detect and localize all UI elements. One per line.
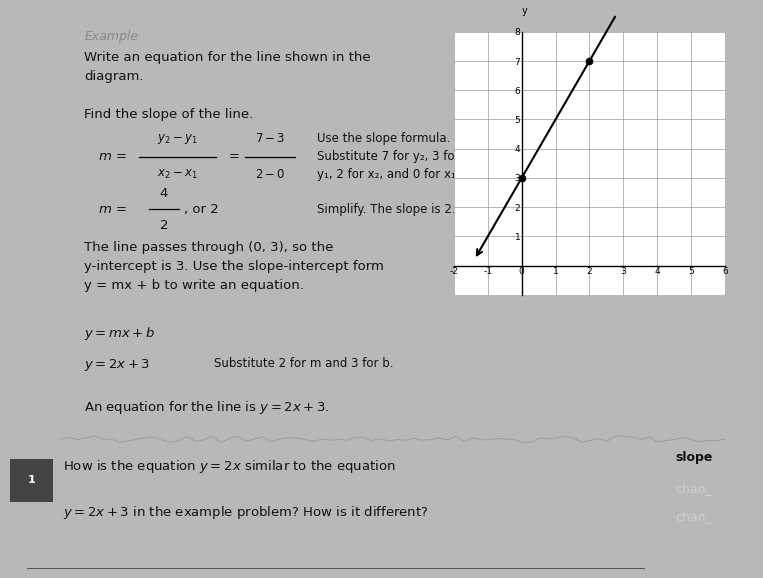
Text: $m$ =: $m$ = [98, 150, 127, 163]
Text: Example: Example [84, 30, 138, 43]
Text: y₁, 2 for x₂, and 0 for x₁.: y₁, 2 for x₂, and 0 for x₁. [317, 168, 459, 181]
Text: Find the slope of the line.: Find the slope of the line. [84, 108, 253, 121]
Text: chan_: chan_ [676, 481, 713, 495]
Text: How is the equation $y = 2x$ similar to the equation: How is the equation $y = 2x$ similar to … [63, 458, 396, 475]
Text: 2: 2 [159, 219, 168, 232]
Text: Write an equation for the line shown in the
diagram.: Write an equation for the line shown in … [84, 51, 371, 83]
Text: Substitute 2 for m and 3 for b.: Substitute 2 for m and 3 for b. [214, 357, 393, 370]
Text: $7 - 3$: $7 - 3$ [255, 132, 285, 145]
Text: $2 - 0$: $2 - 0$ [255, 168, 285, 181]
Text: 1: 1 [28, 475, 36, 486]
Text: $y = 2x + 3$: $y = 2x + 3$ [84, 357, 150, 373]
Text: $y = 2x + 3$ in the example problem? How is it different?: $y = 2x + 3$ in the example problem? How… [63, 505, 429, 521]
Text: $m$ =: $m$ = [98, 203, 127, 216]
Text: Substitute 7 for y₂, 3 for: Substitute 7 for y₂, 3 for [317, 150, 459, 163]
Text: $y = mx + b$: $y = mx + b$ [84, 325, 156, 342]
Text: chan_: chan_ [676, 510, 713, 523]
Text: y: y [522, 6, 527, 16]
Text: , or 2: , or 2 [184, 203, 218, 216]
Text: 4: 4 [159, 187, 168, 200]
Text: Simplify. The slope is 2.: Simplify. The slope is 2. [317, 203, 456, 216]
Text: An equation for the line is $y = 2x + 3$.: An equation for the line is $y = 2x + 3$… [84, 399, 330, 416]
Text: The line passes through (0, 3), so the
y-intercept is 3. Use the slope-intercept: The line passes through (0, 3), so the y… [84, 241, 384, 292]
Text: Use the slope formula.: Use the slope formula. [317, 132, 450, 145]
Text: $y_2 - y_1$: $y_2 - y_1$ [157, 132, 198, 146]
Text: slope: slope [676, 451, 713, 464]
Text: =: = [228, 150, 239, 163]
Text: $x_2 - x_1$: $x_2 - x_1$ [157, 168, 198, 181]
FancyBboxPatch shape [10, 459, 53, 502]
